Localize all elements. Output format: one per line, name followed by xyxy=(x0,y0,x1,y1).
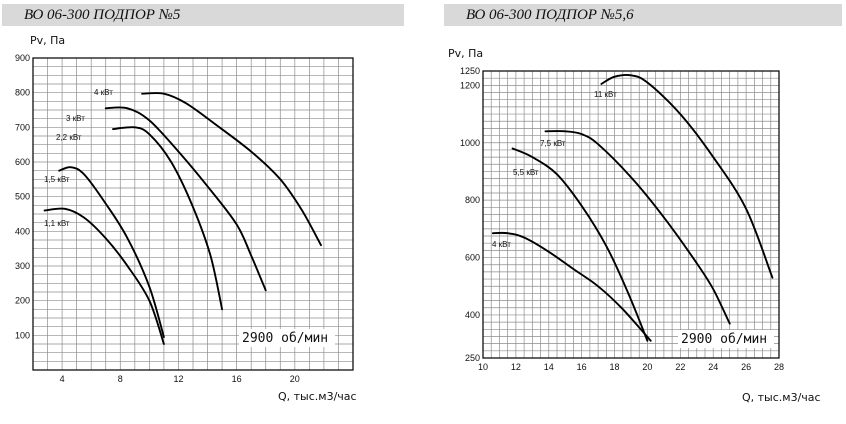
series-label: 7,5 кВт xyxy=(540,139,566,148)
series-line-75kw xyxy=(544,130,731,325)
chart-title-left: ВО 06-300 ПОДПОР №5 xyxy=(2,4,404,26)
x-tick-label: 12 xyxy=(511,362,521,372)
x-tick-label: 16 xyxy=(577,362,587,372)
y-tick-label: 1000 xyxy=(460,138,480,148)
y-tick-label: 700 xyxy=(15,122,30,132)
series-line-11kw xyxy=(43,207,165,345)
x-tick-label: 24 xyxy=(708,362,718,372)
x-tick-label: 20 xyxy=(290,374,300,384)
x-tick-label: 18 xyxy=(610,362,620,372)
series-line-4kw xyxy=(141,92,322,247)
y-tick-label: 300 xyxy=(15,261,30,271)
y-tick-label: 400 xyxy=(15,226,30,236)
series-line-3kw xyxy=(104,106,267,292)
grid xyxy=(483,71,779,358)
y-tick-label: 200 xyxy=(15,296,30,306)
series-label: 4 кВт xyxy=(492,240,511,249)
x-tick-label: 4 xyxy=(60,374,65,384)
y-tick-label: 400 xyxy=(465,310,480,320)
y-axis-label: Pv, Па xyxy=(30,34,65,47)
series-label: 1,1 кВт xyxy=(44,219,70,228)
plot-frame xyxy=(482,70,780,359)
y-tick-label: 800 xyxy=(15,88,30,98)
x-tick-label: 20 xyxy=(642,362,652,372)
series-line-15kw xyxy=(58,166,165,339)
speed-annotation: 2900 об/мин xyxy=(681,332,767,347)
y-tick-label: 900 xyxy=(15,53,30,63)
speed-label-bg xyxy=(239,329,335,347)
x-tick-label: 28 xyxy=(774,362,784,372)
series-label: 3 кВт xyxy=(66,114,85,123)
series-line-55kw xyxy=(511,147,649,342)
speed-label-bg xyxy=(678,330,774,348)
x-tick-label: 14 xyxy=(544,362,554,372)
x-tick-label: 12 xyxy=(173,374,183,384)
x-axis-label: Q, тыс.м3/час xyxy=(278,390,357,403)
speed-annotation: 2900 об/мин xyxy=(242,331,328,346)
series-label: 4 кВт xyxy=(94,88,113,97)
chart-1: 100 200 300 400 500 600 700 800 900 4 8 12 16 20 Pv, П… xyxy=(15,34,357,403)
grid xyxy=(33,58,353,370)
series-label: 11 кВт xyxy=(594,90,617,99)
y-tick-label: 600 xyxy=(15,157,30,167)
chart-2: 250 400 600 800 1000 1200 1250 10 12 14 16 18 20 22 24… xyxy=(448,47,821,404)
series-line-4kw xyxy=(491,231,652,342)
series-label: 5,5 кВт xyxy=(513,168,539,177)
y-tick-label: 600 xyxy=(465,253,480,263)
y-tick-label: 500 xyxy=(15,192,30,202)
x-tick-label: 22 xyxy=(675,362,685,372)
series-line-22kw xyxy=(112,126,224,311)
x-tick-label: 10 xyxy=(478,362,488,372)
y-tick-label: 100 xyxy=(15,330,30,340)
x-axis-label: Q, тыс.м3/час xyxy=(742,391,821,404)
chart-title-right: ВО 06-300 ПОДПОР №5,6 xyxy=(444,4,842,26)
series-line-11kw xyxy=(600,73,774,279)
y-tick-label: 250 xyxy=(465,353,480,363)
y-axis-label: Pv, Па xyxy=(448,47,483,60)
x-tick-label: 8 xyxy=(118,374,123,384)
series-label: 1,5 кВт xyxy=(44,175,70,184)
y-tick-label: 1200 xyxy=(460,80,480,90)
plot-frame xyxy=(32,57,354,371)
x-tick-label: 26 xyxy=(741,362,751,372)
series-label: 2,2 кВт xyxy=(56,133,82,142)
y-tick-label: 1250 xyxy=(460,66,480,76)
x-tick-label: 16 xyxy=(232,374,242,384)
y-tick-label: 800 xyxy=(465,195,480,205)
